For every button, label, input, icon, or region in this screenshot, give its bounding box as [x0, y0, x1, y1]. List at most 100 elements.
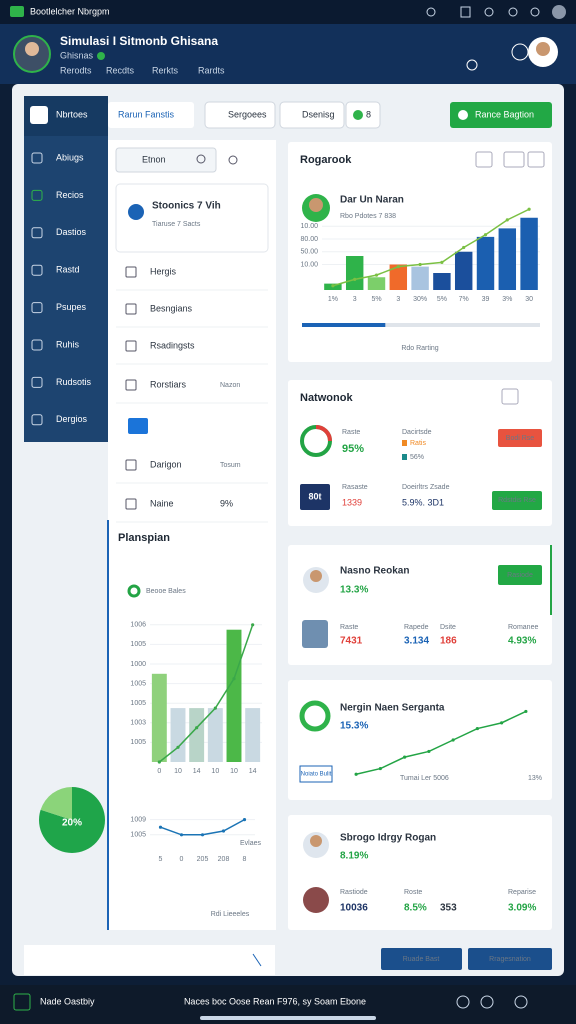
summary-card[interactable]	[115, 183, 269, 253]
badge[interactable]	[498, 429, 542, 447]
user-face	[536, 42, 550, 56]
top-bar	[0, 0, 576, 24]
sidebar-icon	[31, 339, 43, 351]
menu-icon[interactable]	[460, 6, 471, 18]
card-icon[interactable]	[503, 151, 525, 168]
x-tick-label: 14	[193, 768, 201, 775]
x-tick-label: 3%	[502, 296, 512, 303]
list-label[interactable]: Besngians	[150, 303, 193, 313]
list-label[interactable]: Darigon	[150, 459, 182, 469]
search-text: Etnon	[142, 154, 166, 164]
sidebar-item[interactable]: Dergios	[56, 414, 88, 424]
sidebar-item[interactable]: Psupes	[56, 302, 87, 312]
action-button[interactable]	[450, 102, 552, 128]
profile-tab[interactable]: Recdts	[106, 65, 135, 75]
card-icon[interactable]	[527, 151, 545, 168]
profile-tab[interactable]: Rardts	[198, 65, 225, 75]
list-label[interactable]: Rsadingsts	[150, 340, 195, 350]
card-change: 13.3%	[340, 585, 368, 596]
y-tick-label: 1009	[130, 816, 146, 823]
top-avatar[interactable]	[552, 5, 566, 19]
footer-button[interactable]	[381, 948, 462, 970]
bottom-icon[interactable]	[514, 995, 528, 1009]
icon-box	[300, 484, 330, 510]
point	[200, 833, 205, 837]
card-button[interactable]	[492, 491, 542, 510]
chat-icon[interactable]	[508, 7, 518, 17]
toolbar-button-label: Dsenisg	[302, 109, 335, 119]
avatar-face	[25, 42, 39, 56]
window-icon[interactable]	[484, 7, 494, 17]
toolbar-icon	[353, 110, 363, 120]
sync-icon[interactable]	[466, 59, 478, 71]
point	[232, 677, 236, 681]
point	[475, 726, 479, 731]
point	[242, 818, 247, 822]
list-value: Nazon	[220, 382, 240, 389]
card	[288, 545, 552, 665]
x-tick-label: 5	[159, 856, 163, 863]
footer-button[interactable]	[468, 948, 552, 970]
bottom-icon[interactable]	[13, 993, 31, 1011]
list-badge[interactable]	[128, 418, 148, 434]
stat-value: 3.09%	[508, 903, 536, 914]
list-label[interactable]: Naine	[150, 498, 174, 508]
stat-value: 10036	[340, 903, 368, 914]
stat-label: Doeirltrs Zsade	[402, 484, 450, 491]
profile-name: Simulasi I Sitmonb Ghisana	[60, 34, 218, 48]
point	[451, 738, 455, 742]
bottom-icon[interactable]	[456, 995, 470, 1009]
sidebar-item[interactable]: Rastd	[56, 265, 80, 275]
point	[378, 766, 382, 771]
bar	[476, 236, 495, 290]
point	[158, 825, 163, 829]
expand-icon[interactable]	[252, 953, 262, 967]
search-icon[interactable]	[196, 154, 206, 164]
card-title: Rogarook	[300, 154, 352, 166]
point	[157, 760, 161, 764]
point	[483, 233, 488, 237]
list-icon	[125, 498, 137, 510]
card-button[interactable]	[498, 565, 542, 585]
card-icon[interactable]	[475, 151, 493, 168]
stat-label: Raste	[340, 624, 358, 631]
point	[221, 829, 226, 833]
toolbar-button-label: 8	[366, 109, 371, 119]
profile-tab[interactable]: Rerkts	[152, 65, 179, 75]
bar	[226, 629, 242, 762]
settings-icon[interactable]	[530, 7, 540, 17]
sidebar-item[interactable]: Rudsotis	[56, 377, 92, 387]
ring	[299, 700, 331, 732]
x-tick-label: 7%	[459, 296, 469, 303]
sidebar-item[interactable]: Abiugs	[56, 152, 84, 162]
sidebar-title[interactable]: Nbrtoes	[56, 109, 88, 119]
point	[374, 273, 379, 277]
x-tick-label: 30	[525, 296, 533, 303]
list-label[interactable]: Rorstiars	[150, 379, 187, 389]
badge-label: Bodi Rse	[506, 435, 535, 442]
list-icon	[125, 266, 137, 278]
line	[355, 710, 527, 776]
card-icon[interactable]	[501, 388, 519, 405]
profile-tab[interactable]: Rerodts	[60, 65, 92, 75]
x-tick-label: 1%	[328, 296, 338, 303]
bar	[411, 266, 429, 290]
list-label[interactable]: Hergis	[150, 266, 177, 276]
toolbar-tab[interactable]	[108, 102, 194, 128]
footer-button-label: Rragesnation	[489, 956, 531, 963]
sidebar-item[interactable]: Recios	[56, 190, 84, 200]
x-tick-label: 0	[157, 768, 161, 775]
stat-label: Romanee	[508, 624, 538, 631]
x-tick-label: 14	[249, 768, 257, 775]
input-strip[interactable]	[24, 945, 275, 975]
bar	[367, 277, 386, 290]
toolbar-button[interactable]	[204, 101, 276, 129]
toolbar-button[interactable]	[279, 101, 345, 129]
bottom-icon[interactable]	[480, 995, 494, 1009]
stat-value: 5.9%. 3D1	[402, 497, 444, 507]
search-box[interactable]	[115, 147, 217, 173]
filter-icon[interactable]	[228, 155, 238, 165]
search-icon[interactable]	[426, 7, 436, 17]
sidebar-item[interactable]: Dastios	[56, 227, 87, 237]
sidebar-item[interactable]: Ruhis	[56, 339, 80, 349]
